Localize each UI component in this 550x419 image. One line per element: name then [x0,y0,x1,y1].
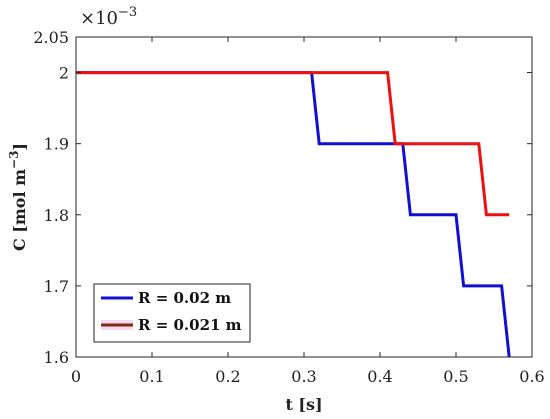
x-tick-label: 0.6 [519,367,544,386]
legend-label-r-0.021: R = 0.021 m [138,316,242,334]
y-tick-label: 2.05 [33,28,69,47]
y-multiplier-label: ×10−3 [80,5,137,29]
y-tick-label: 1.9 [44,135,69,154]
legend: R = 0.02 m R = 0.021 m [93,283,251,343]
y-tick-label: 1.8 [44,206,69,225]
x-tick-label: 0.4 [367,367,392,386]
legend-label-r-0.02: R = 0.02 m [138,289,231,307]
x-tick-label: 0.1 [139,367,164,386]
y-tick-label: 1.6 [44,348,69,367]
x-axis-label: t [s] [285,395,322,414]
ticks-layer: 0 0.1 0.2 0.3 0.4 0.5 0.6 1.6 1.7 1.8 1.9 2 2.05 [33,28,544,386]
series-layer [76,71,511,358]
x-tick-label: 0 [71,367,81,386]
legend-box [93,283,251,343]
series-line-0 [76,71,511,358]
x-tick-label: 0.2 [215,367,240,386]
y-tick-label: 1.7 [44,277,69,296]
x-tick-label: 0.3 [291,367,316,386]
series-line-1 [76,71,510,217]
y-axis-label: C [mol m−3] [7,143,29,251]
y-tick-label: 2 [59,64,69,83]
x-tick-label: 0.5 [443,367,468,386]
